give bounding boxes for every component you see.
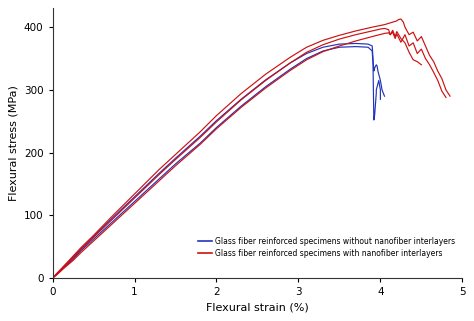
Y-axis label: Flexural stress (MPa): Flexural stress (MPa) <box>9 85 18 201</box>
Legend: Glass fiber reinforced specimens without nanofiber interlayers, Glass fiber rein: Glass fiber reinforced specimens without… <box>195 234 458 261</box>
X-axis label: Flexural strain (%): Flexural strain (%) <box>206 303 309 313</box>
